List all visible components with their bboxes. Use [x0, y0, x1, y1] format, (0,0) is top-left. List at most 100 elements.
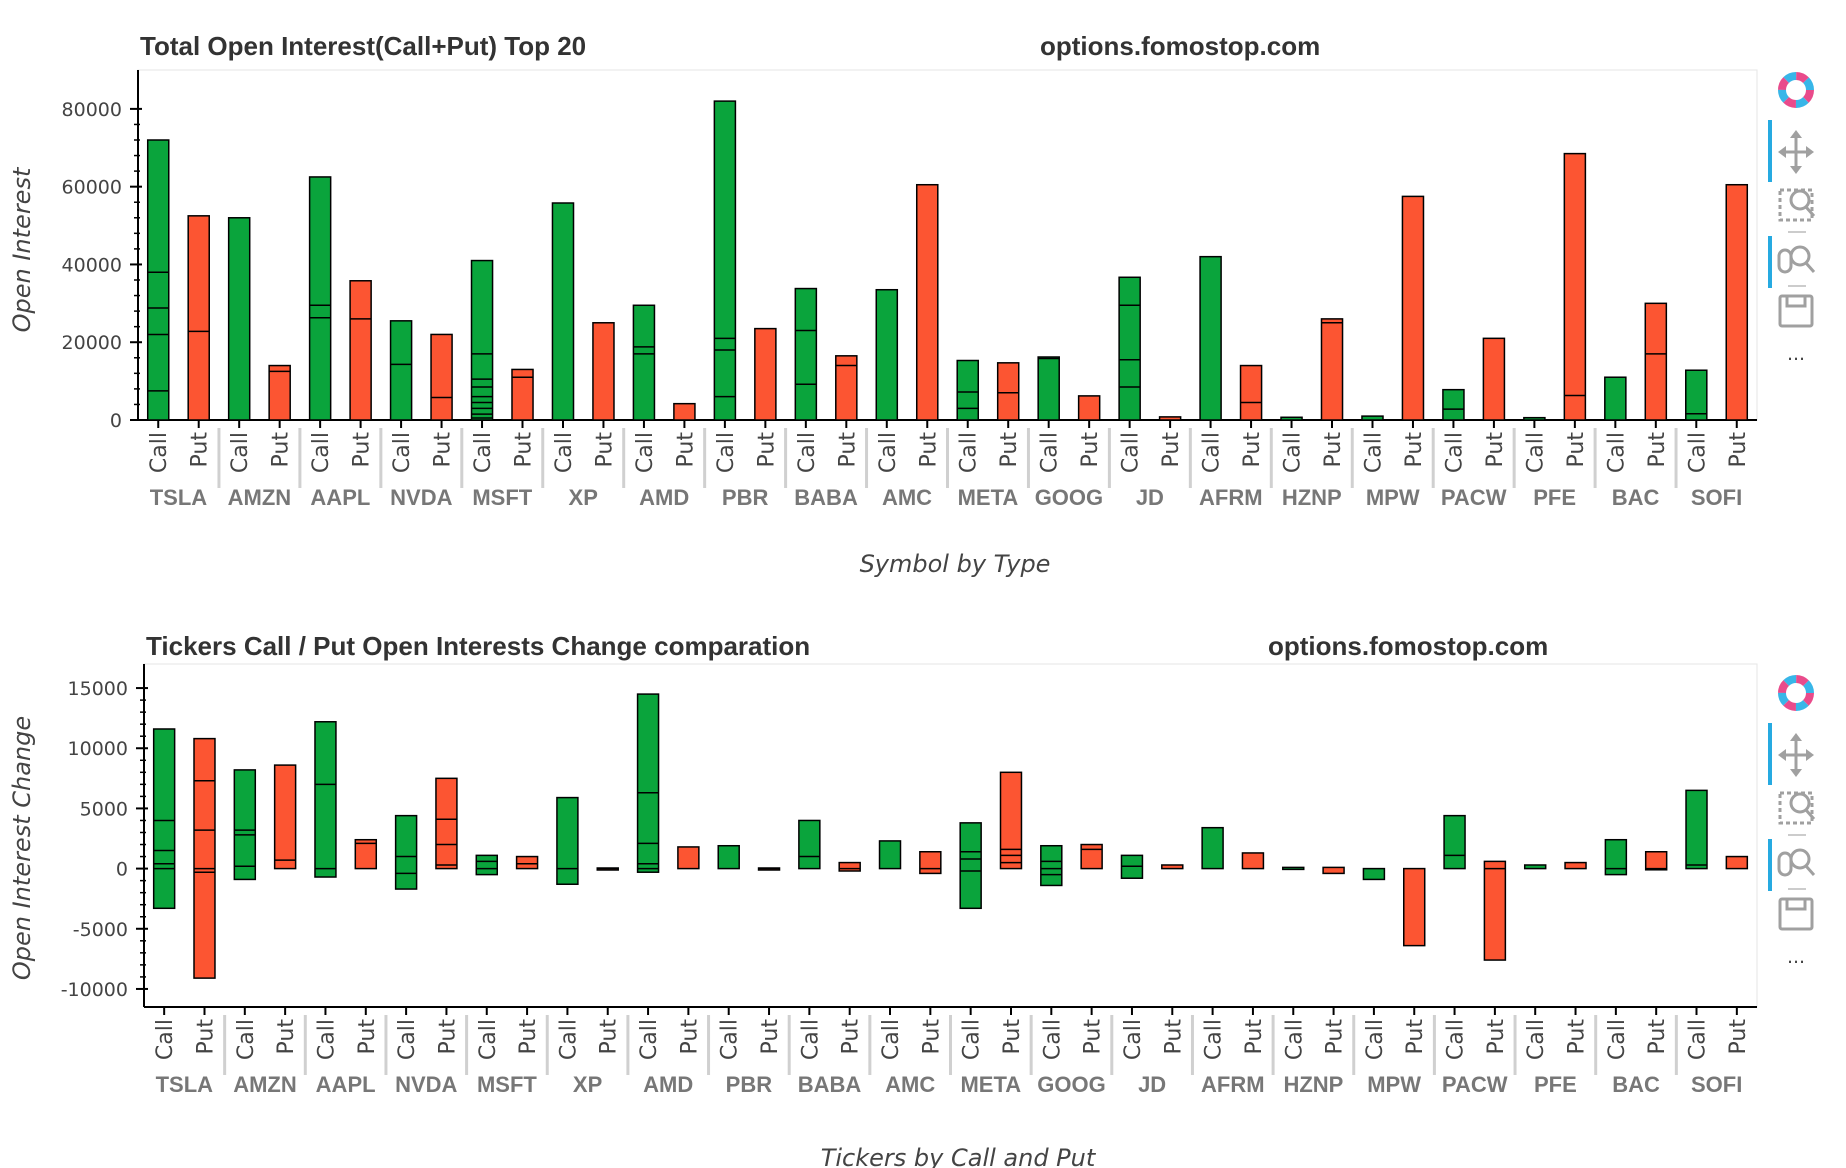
bar-mpw-call[interactable]: [1361, 415, 1384, 421]
bar-afrm-put[interactable]: [1241, 852, 1265, 870]
bar-msft-call[interactable]: [475, 854, 498, 876]
bar-meta-call[interactable]: [956, 359, 980, 421]
bar-bac-call[interactable]: [1604, 838, 1628, 876]
bar-nvda-call[interactable]: [389, 320, 413, 421]
bar-amzn-put[interactable]: [268, 364, 291, 421]
bar-baba-call[interactable]: [794, 287, 818, 421]
bar-bac-call[interactable]: [1604, 376, 1627, 421]
bar-hznp-call[interactable]: [1280, 416, 1303, 421]
chart2-title: Tickers Call / Put Open Interests Change…: [146, 631, 810, 661]
x-type-label: Call: [147, 432, 172, 473]
bar-pacw-call[interactable]: [1443, 814, 1466, 870]
bar-pbr-put[interactable]: [754, 327, 777, 421]
bar-afrm-call[interactable]: [1201, 826, 1224, 870]
bar-amzn-call[interactable]: [233, 769, 257, 881]
more-icon[interactable]: ...: [1787, 343, 1805, 365]
box-zoom-icon[interactable]: [1778, 791, 1816, 825]
bar-nvda-put[interactable]: [435, 777, 458, 870]
bar-goog-put[interactable]: [1080, 843, 1103, 870]
bar-jd-put[interactable]: [1158, 416, 1182, 421]
bar-afrm-call[interactable]: [1199, 255, 1222, 421]
bar-aapl-put[interactable]: [349, 280, 372, 421]
bar-amd-call[interactable]: [636, 693, 660, 873]
bar-goog-call[interactable]: [1040, 844, 1063, 887]
bar-amzn-call[interactable]: [227, 217, 251, 421]
bar-pacw-call[interactable]: [1442, 388, 1465, 421]
bar-amc-put[interactable]: [919, 850, 942, 875]
box-zoom-icon[interactable]: [1778, 188, 1816, 222]
bar-baba-call[interactable]: [798, 819, 821, 870]
bar-amc-put[interactable]: [915, 183, 939, 421]
bar-nvda-call[interactable]: [394, 814, 418, 890]
x-type-label: Call: [718, 1019, 743, 1060]
x-group-label-amzn: AMZN: [228, 485, 292, 510]
more-icon[interactable]: ...: [1787, 946, 1805, 968]
bokeh-logo-icon[interactable]: [1778, 675, 1814, 711]
bar-jd-call[interactable]: [1118, 276, 1141, 421]
bar-pbr-call[interactable]: [717, 844, 740, 870]
x-group-label-aapl: AAPL: [310, 485, 370, 510]
bar-hznp-put[interactable]: [1322, 866, 1345, 875]
bar-goog-call[interactable]: [1037, 356, 1060, 421]
bar-mpw-call[interactable]: [1362, 867, 1386, 881]
wheel-zoom-icon[interactable]: [1777, 245, 1816, 274]
bar-meta-put[interactable]: [996, 362, 1020, 421]
bar-bac-put[interactable]: [1644, 850, 1668, 871]
save-icon[interactable]: [1778, 294, 1814, 328]
x-type-label: Call: [714, 432, 739, 473]
bar-amzn-put[interactable]: [273, 764, 297, 870]
bar-sofi-put[interactable]: [1725, 183, 1749, 421]
x-type-label: Call: [153, 1019, 178, 1060]
bar-amc-call[interactable]: [878, 840, 902, 870]
save-icon[interactable]: [1778, 897, 1814, 931]
bar-pacw-put[interactable]: [1483, 860, 1507, 961]
bar-tsla-put[interactable]: [193, 737, 216, 979]
x-group-label-msft: MSFT: [472, 485, 532, 510]
bar-pbr-call[interactable]: [713, 100, 737, 421]
chart1-watermark: options.fomostop.com: [1040, 31, 1320, 61]
bar-amd-put[interactable]: [673, 402, 696, 421]
bar-pfe-call[interactable]: [1523, 416, 1546, 421]
bar-msft-put[interactable]: [515, 855, 539, 870]
bar-hznp-put[interactable]: [1320, 318, 1344, 421]
bar-sofi-call[interactable]: [1685, 369, 1708, 421]
bar-amd-put[interactable]: [677, 846, 700, 870]
bar-amc-call[interactable]: [875, 288, 899, 421]
bar-pfe-put[interactable]: [1564, 861, 1587, 870]
bar-xp-call[interactable]: [551, 202, 575, 421]
plot-frame: [137, 69, 1758, 421]
bar-amd-call[interactable]: [632, 304, 656, 421]
bar-tsla-call[interactable]: [152, 728, 176, 910]
bar-meta-put[interactable]: [999, 771, 1023, 870]
bar-baba-put[interactable]: [838, 861, 861, 872]
bar-aapl-call[interactable]: [314, 721, 337, 878]
bar-aapl-call[interactable]: [308, 176, 332, 421]
bar-xp-put[interactable]: [592, 322, 615, 421]
bar-bac-put[interactable]: [1644, 302, 1668, 421]
wheel-zoom-icon[interactable]: [1777, 848, 1816, 877]
bar-sofi-call[interactable]: [1685, 789, 1708, 870]
x-type-label: Call: [637, 1019, 662, 1060]
bar-mpw-put[interactable]: [1401, 195, 1425, 421]
bar-pfe-put[interactable]: [1563, 152, 1587, 421]
bar-aapl-put[interactable]: [354, 838, 378, 870]
bar-goog-put[interactable]: [1077, 395, 1101, 421]
bokeh-logo-icon[interactable]: [1778, 72, 1814, 108]
bar-afrm-put[interactable]: [1239, 364, 1263, 421]
bar-xp-call[interactable]: [556, 796, 579, 885]
pan-icon[interactable]: [1778, 130, 1814, 174]
bar-hznp-call[interactable]: [1282, 866, 1305, 871]
bar-mpw-put[interactable]: [1403, 867, 1426, 947]
bar-pfe-call[interactable]: [1523, 864, 1547, 870]
bar-jd-put[interactable]: [1161, 864, 1184, 870]
bar-sofi-put[interactable]: [1725, 855, 1749, 870]
bar-tsla-call[interactable]: [146, 139, 170, 421]
x-group-label-amc: AMC: [882, 485, 932, 510]
bar-nvda-put[interactable]: [430, 333, 453, 421]
pan-icon[interactable]: [1778, 733, 1814, 777]
x-group-label-nvda: NVDA: [390, 485, 452, 510]
bar-meta-call[interactable]: [959, 822, 982, 910]
bar-tsla-put[interactable]: [187, 215, 210, 421]
chart2-plot: -10000 -5000 0 5000 10000 15000 Call Put TSLA Cal…: [61, 663, 1758, 1097]
bar-pacw-put[interactable]: [1482, 337, 1506, 421]
